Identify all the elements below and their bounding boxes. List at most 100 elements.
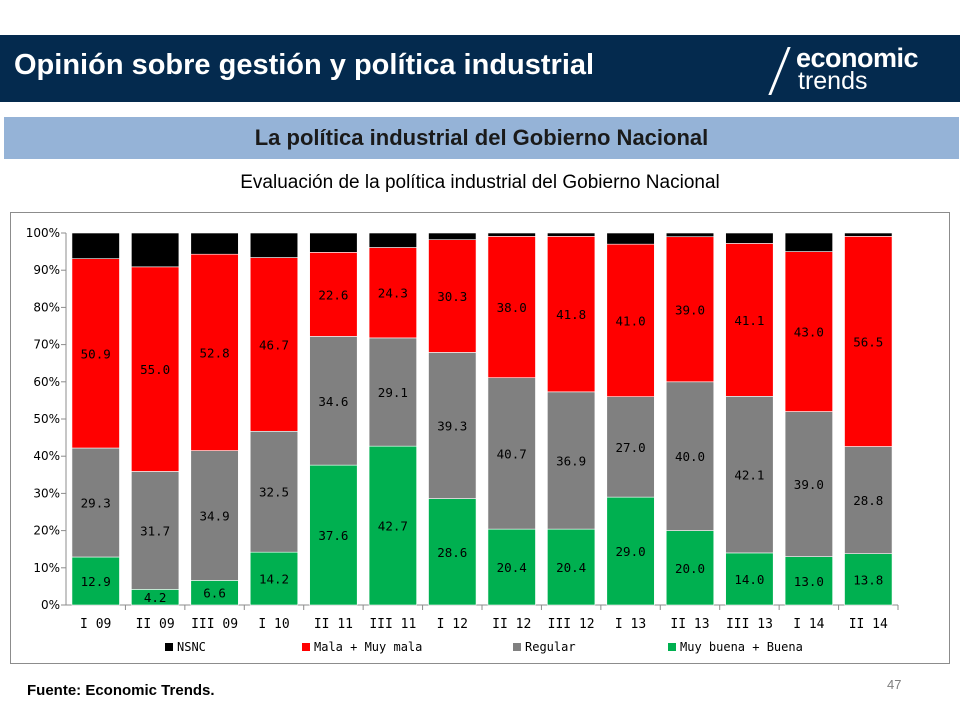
data-label: 34.9 — [200, 509, 230, 524]
data-label: 42.7 — [378, 519, 408, 534]
bar-segment — [71, 232, 120, 259]
bar-segment — [71, 447, 120, 558]
x-tick-label: II 11 — [314, 617, 353, 632]
bar-segment — [190, 232, 239, 255]
header-bar: Opinión sobre gestión y política industr… — [0, 35, 960, 102]
bar-segment — [784, 556, 833, 606]
legend-swatch — [668, 643, 676, 651]
bar-segment — [784, 232, 833, 252]
bar-segment — [428, 498, 477, 606]
bar-segment — [665, 530, 715, 606]
bar-segment — [725, 396, 774, 554]
bar-segment — [368, 247, 417, 339]
legend-swatch — [302, 643, 310, 651]
data-label: 22.6 — [318, 287, 348, 302]
bar-segment — [309, 464, 358, 606]
x-tick-label: I 14 — [793, 617, 824, 632]
data-label: 29.3 — [81, 496, 111, 511]
bar-segment — [725, 232, 774, 244]
legend-label: Mala + Muy mala — [314, 640, 422, 654]
bar-segment — [665, 381, 715, 531]
bar-segment — [547, 236, 596, 393]
x-tick-label: I 10 — [258, 617, 289, 632]
bar-segment — [547, 391, 596, 530]
legend-label: Muy buena + Buena — [680, 640, 803, 654]
bar-segment — [487, 377, 536, 530]
bar-segment — [368, 445, 417, 606]
data-label: 39.0 — [675, 302, 705, 317]
y-tick-label: 0% — [41, 598, 60, 612]
data-label: 14.0 — [734, 572, 764, 587]
bar-segment — [606, 396, 655, 498]
bar-segment — [368, 232, 417, 248]
data-label: 39.3 — [437, 419, 467, 434]
data-label: 20.0 — [675, 561, 705, 576]
legend-label: Regular — [525, 640, 576, 654]
data-label: 41.8 — [556, 307, 586, 322]
x-tick-label: II 14 — [849, 617, 888, 632]
source-note: Fuente: Economic Trends. — [27, 682, 215, 699]
bar-segment — [309, 336, 358, 466]
bar-segment — [487, 236, 536, 379]
data-label: 28.8 — [853, 493, 883, 508]
y-tick-label: 80% — [33, 300, 60, 314]
data-label: 40.7 — [497, 446, 527, 461]
x-tick-label: II 09 — [136, 617, 175, 632]
data-label: 37.6 — [318, 528, 348, 543]
logo-text-trends: trends — [798, 67, 868, 95]
y-tick-label: 60% — [33, 375, 60, 389]
bar-segment — [665, 232, 715, 238]
bar-segment — [131, 266, 180, 472]
data-label: 56.5 — [853, 334, 883, 349]
bar-segment — [844, 232, 893, 237]
x-tick-label: III 11 — [369, 617, 416, 632]
x-tick-label: III 13 — [726, 617, 773, 632]
data-label: 36.9 — [556, 453, 586, 468]
bar-segment — [131, 232, 180, 268]
data-label: 31.7 — [140, 523, 170, 538]
bar-segment — [606, 232, 655, 245]
bar-segment — [249, 551, 299, 606]
page-number: 47 — [887, 677, 902, 692]
data-label: 4.2 — [144, 590, 167, 605]
data-label: 14.2 — [259, 572, 289, 587]
section-banner: La política industrial del Gobierno Naci… — [4, 117, 959, 159]
data-label: 43.0 — [794, 325, 824, 340]
bar-segment — [71, 258, 120, 449]
bar-segment — [487, 232, 536, 237]
bar-segment — [606, 496, 655, 606]
bar-segment — [844, 446, 893, 554]
data-label: 28.6 — [437, 545, 467, 560]
bar-segment — [665, 236, 715, 383]
bar-segment — [190, 580, 239, 606]
bar-segment — [428, 352, 477, 499]
y-tick-label: 10% — [33, 561, 60, 575]
x-tick-label: I 09 — [80, 617, 111, 632]
bar-segment — [547, 232, 596, 237]
y-tick-label: 90% — [33, 263, 60, 277]
y-tick-label: 50% — [33, 412, 60, 426]
data-label: 34.6 — [318, 394, 348, 409]
data-label: 32.5 — [259, 485, 289, 500]
data-label: 52.8 — [200, 345, 230, 360]
data-label: 40.0 — [675, 449, 705, 464]
data-label: 30.3 — [437, 289, 467, 304]
x-tick-label: II 13 — [670, 617, 709, 632]
data-label: 24.3 — [378, 286, 408, 301]
bar-segment — [190, 450, 239, 581]
bar-segment — [309, 232, 358, 253]
bar-segment — [428, 232, 477, 240]
data-label: 50.9 — [81, 346, 111, 361]
data-label: 29.1 — [378, 385, 408, 400]
x-tick-label: II 12 — [492, 617, 531, 632]
y-tick-label: 30% — [33, 486, 60, 500]
data-label: 27.0 — [616, 440, 646, 455]
data-label: 20.4 — [556, 560, 586, 575]
data-label: 41.0 — [616, 313, 646, 328]
data-label: 13.0 — [794, 574, 824, 589]
data-label: 41.1 — [734, 313, 764, 328]
x-tick-label: III 12 — [548, 617, 595, 632]
y-tick-label: 40% — [33, 449, 60, 463]
y-tick-label: 100% — [26, 226, 60, 240]
